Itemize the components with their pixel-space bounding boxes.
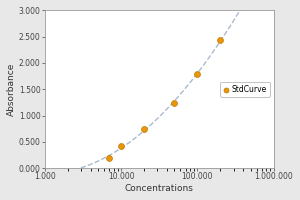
Y-axis label: Absorbance: Absorbance xyxy=(7,63,16,116)
StdCurve xyxy=(218,39,223,42)
X-axis label: Concentrations: Concentrations xyxy=(125,184,194,193)
StdCurve xyxy=(119,144,124,148)
StdCurve xyxy=(172,102,177,105)
Legend: StdCurve: StdCurve xyxy=(220,82,270,97)
StdCurve xyxy=(107,156,112,159)
StdCurve xyxy=(142,127,146,130)
StdCurve xyxy=(195,72,200,75)
